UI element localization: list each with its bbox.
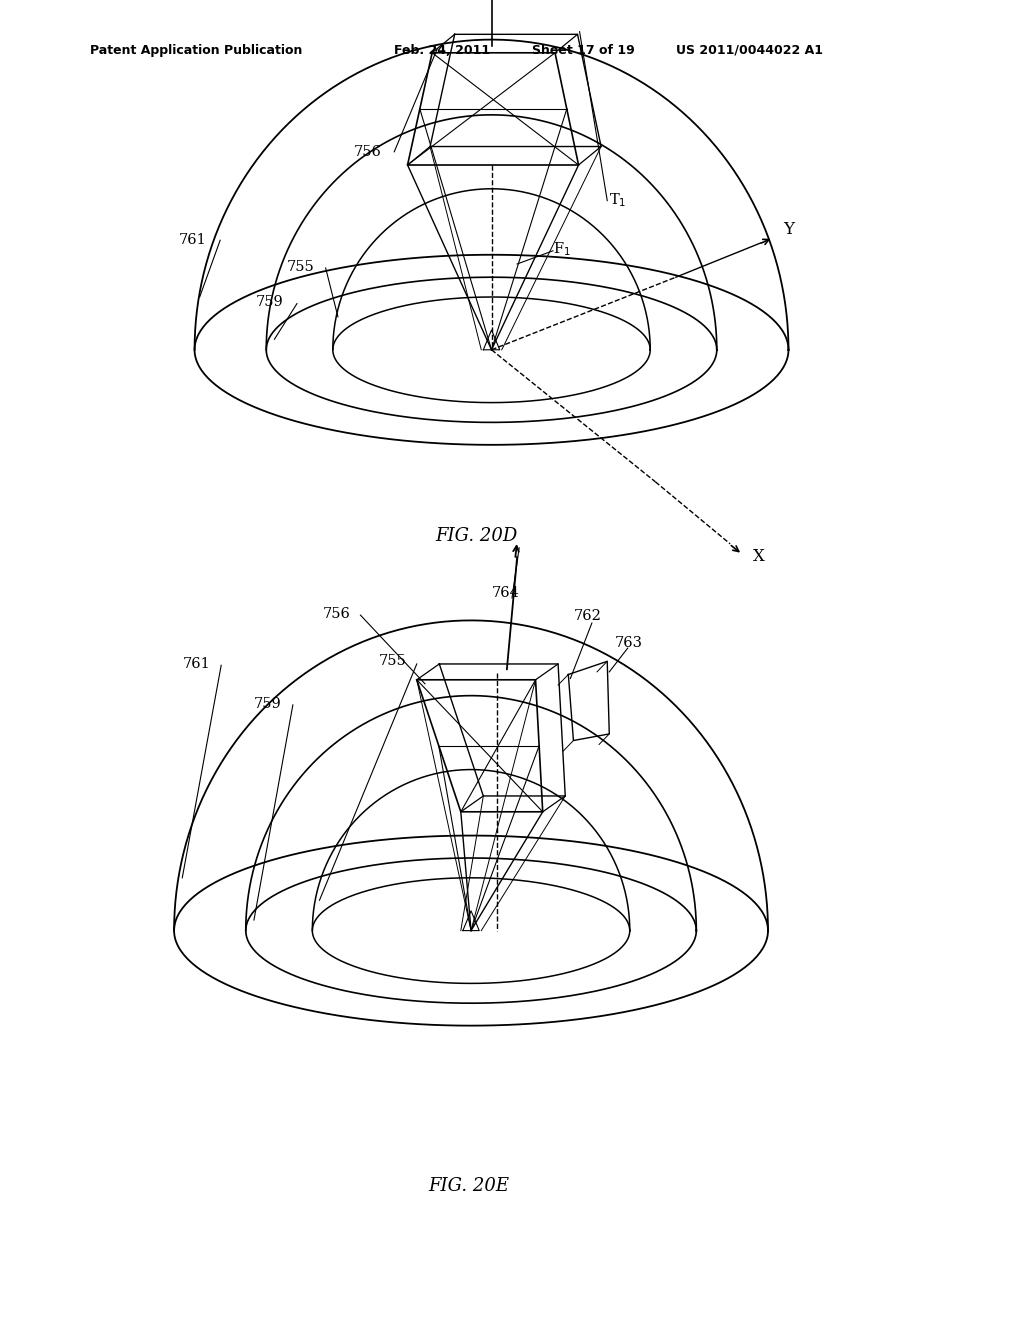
Text: T$_1$: T$_1$ <box>609 191 627 210</box>
Text: Y: Y <box>783 220 795 238</box>
Text: 756: 756 <box>323 607 350 620</box>
Text: 764: 764 <box>492 586 519 599</box>
Text: 763: 763 <box>614 636 642 649</box>
Text: Sheet 17 of 19: Sheet 17 of 19 <box>532 44 635 57</box>
Text: 761: 761 <box>182 657 210 671</box>
Text: 762: 762 <box>573 610 601 623</box>
Text: Patent Application Publication: Patent Application Publication <box>90 44 302 57</box>
Text: 761: 761 <box>179 234 207 247</box>
Text: X: X <box>753 548 765 565</box>
Text: US 2011/0044022 A1: US 2011/0044022 A1 <box>676 44 823 57</box>
Text: F$_1$: F$_1$ <box>553 240 570 259</box>
Text: 755: 755 <box>379 655 407 668</box>
Text: FIG. 20D: FIG. 20D <box>435 527 517 545</box>
Text: 755: 755 <box>287 260 314 273</box>
Text: Feb. 24, 2011: Feb. 24, 2011 <box>394 44 490 57</box>
Text: 759: 759 <box>256 296 284 309</box>
Text: 756: 756 <box>353 145 381 158</box>
Text: FIG. 20E: FIG. 20E <box>428 1176 510 1195</box>
Text: 759: 759 <box>254 697 282 710</box>
